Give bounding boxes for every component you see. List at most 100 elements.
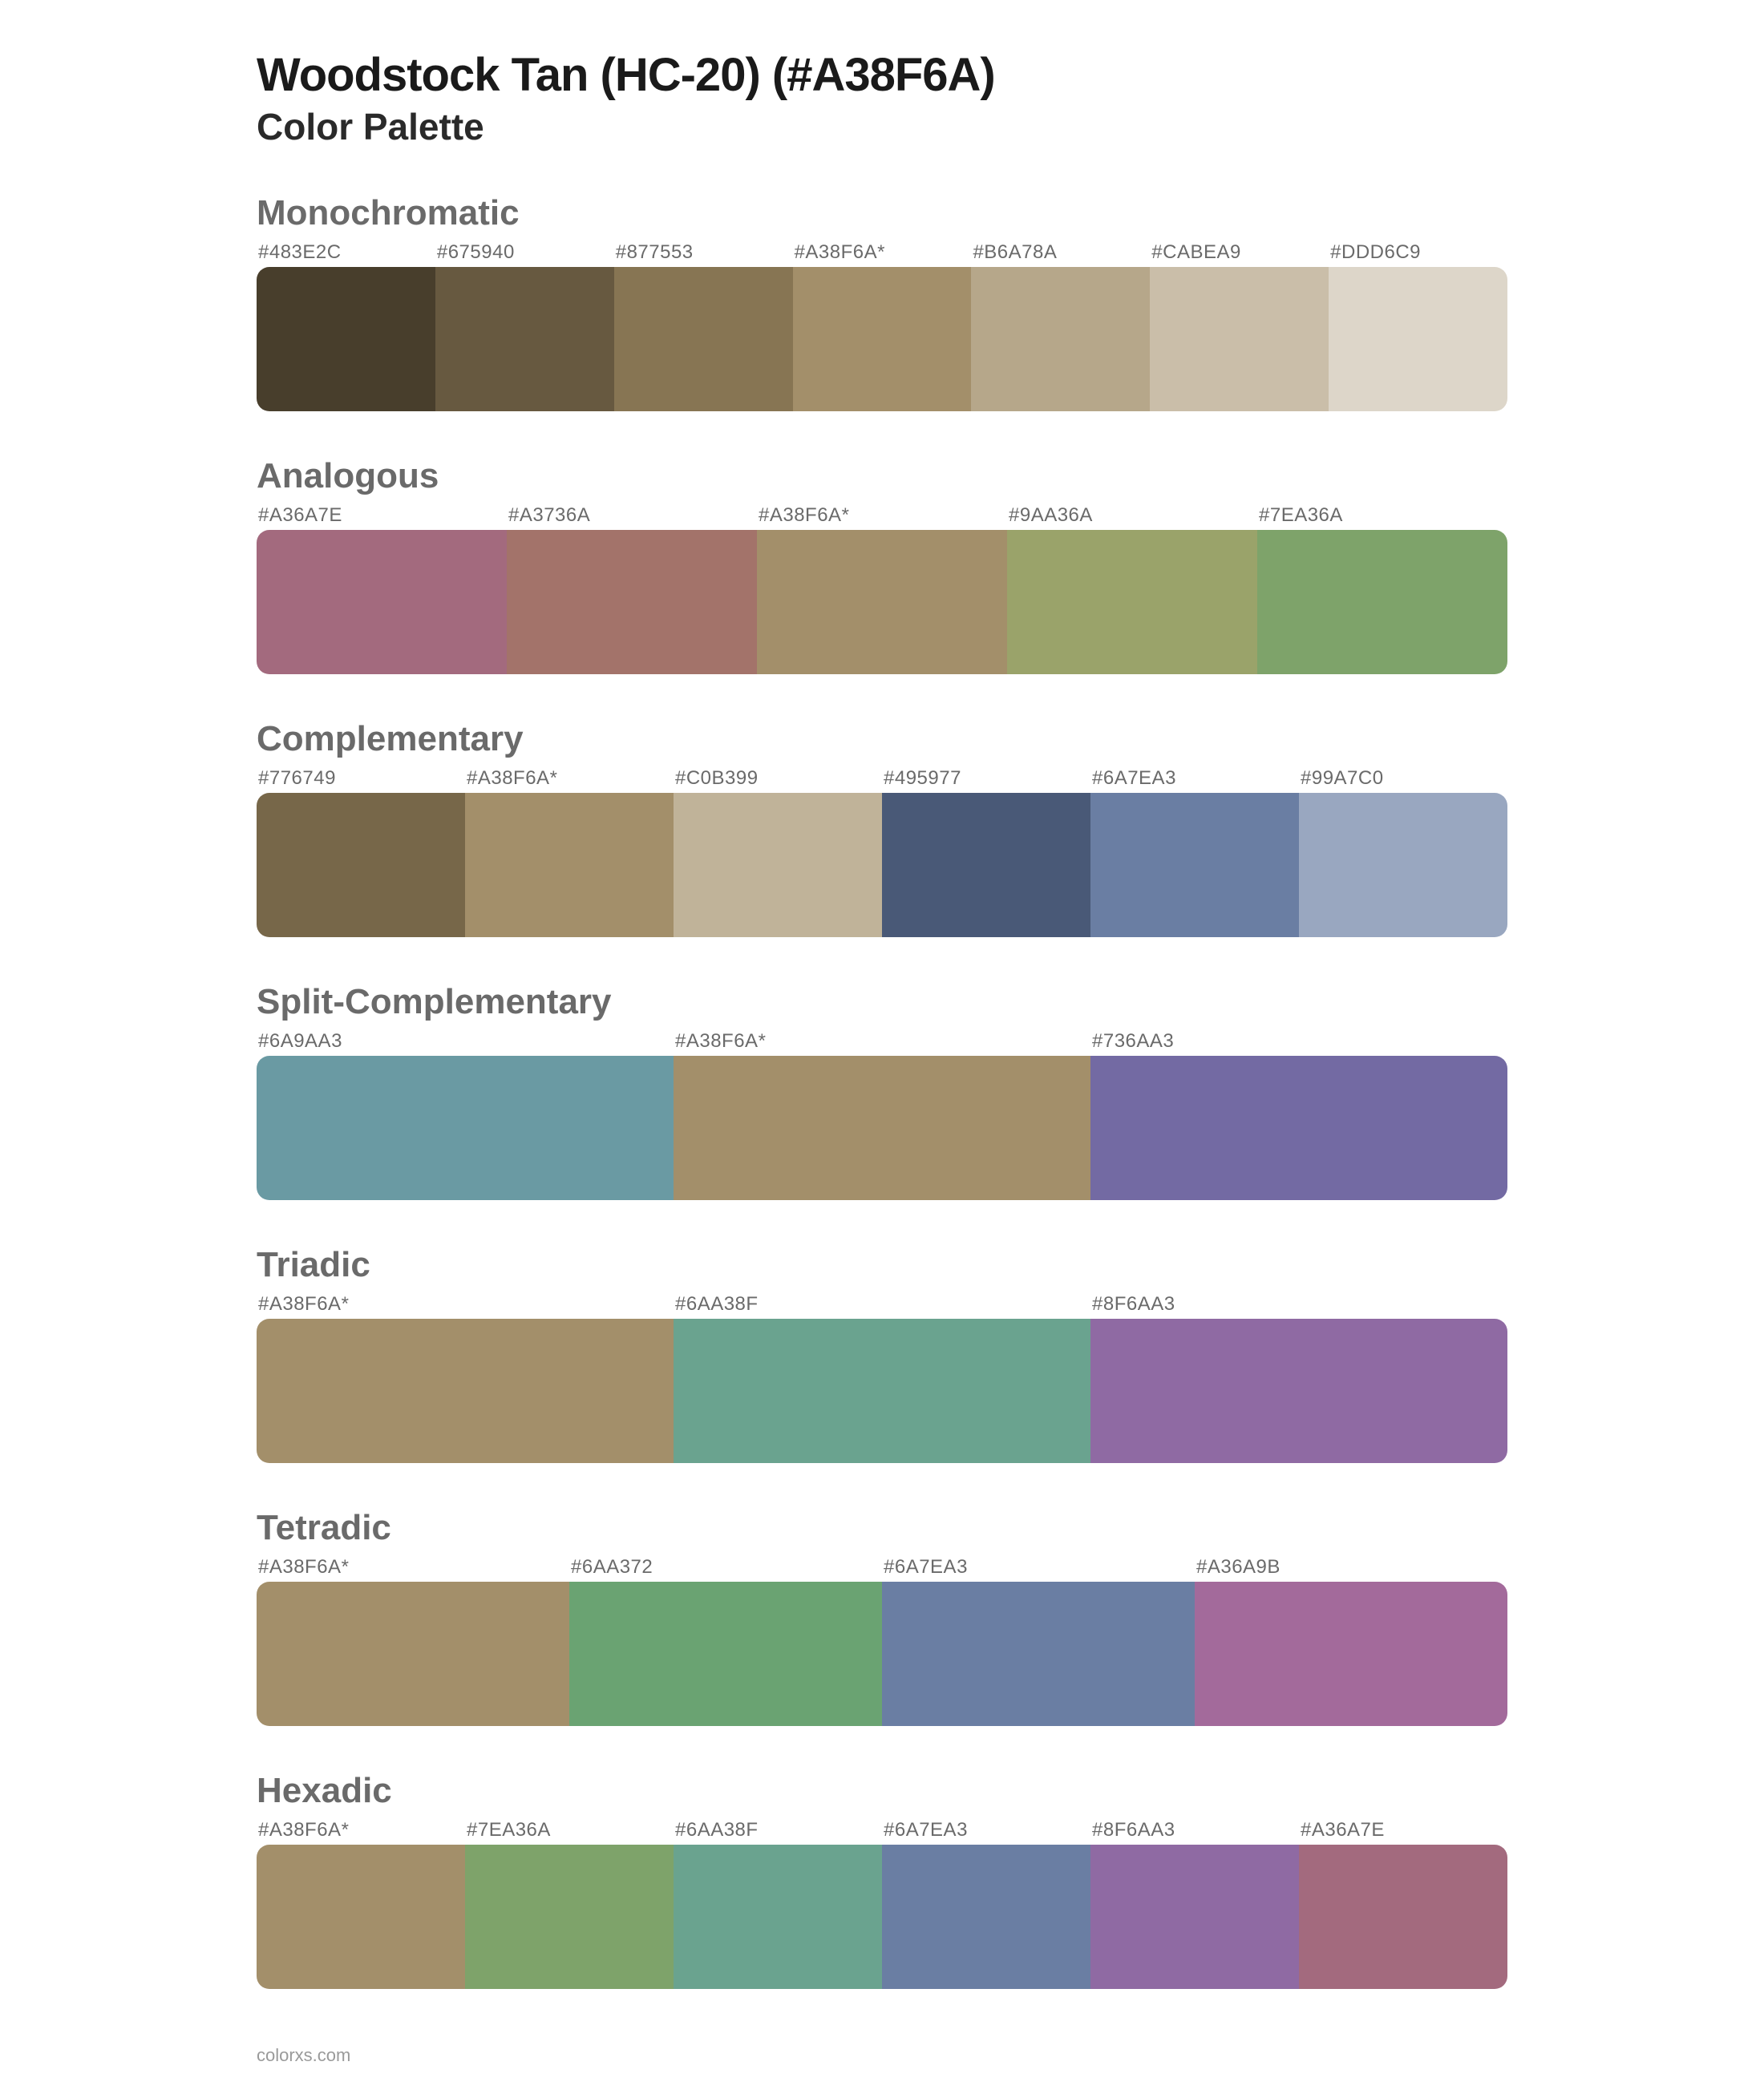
swatch-label: #6AA38F (674, 1819, 882, 1845)
swatch-labels-row: #A38F6A*#7EA36A#6AA38F#6A7EA3#8F6AA3#A36… (257, 1819, 1507, 1845)
palette-section: Analogous #A36A7E#A3736A#A38F6A*#9AA36A#7… (257, 456, 1507, 674)
color-swatch (882, 1845, 1090, 1989)
color-swatch (465, 793, 674, 937)
palette-section: Monochromatic #483E2C#675940#877553#A38F6… (257, 193, 1507, 411)
color-swatch (674, 1845, 882, 1989)
swatch-row (257, 1582, 1507, 1726)
swatch-row (257, 1056, 1507, 1200)
swatch-row (257, 793, 1507, 937)
swatch-labels-row: #6A9AA3#A38F6A*#736AA3 (257, 1030, 1507, 1056)
section-title: Hexadic (257, 1771, 1507, 1811)
swatch-labels-row: #776749#A38F6A*#C0B399#495977#6A7EA3#99A… (257, 767, 1507, 793)
section-title: Triadic (257, 1245, 1507, 1285)
color-swatch (257, 267, 435, 411)
swatch-label: #A38F6A* (257, 1293, 674, 1319)
color-swatch (257, 1056, 674, 1200)
swatch-label: #9AA36A (1007, 504, 1257, 530)
section-title: Split-Complementary (257, 982, 1507, 1022)
swatch-label: #776749 (257, 767, 465, 793)
color-swatch (1090, 1845, 1299, 1989)
swatch-label: #A38F6A* (465, 767, 674, 793)
swatch-row (257, 1845, 1507, 1989)
palette-section: Triadic #A38F6A*#6AA38F#8F6AA3 (257, 1245, 1507, 1463)
swatch-label: #483E2C (257, 241, 435, 267)
swatch-labels-row: #A38F6A*#6AA372#6A7EA3#A36A9B (257, 1556, 1507, 1582)
color-swatch (793, 267, 972, 411)
color-swatch (674, 1056, 1090, 1200)
swatch-label: #CABEA9 (1150, 241, 1329, 267)
color-swatch (674, 793, 882, 937)
swatch-label: #8F6AA3 (1090, 1819, 1299, 1845)
swatch-row (257, 267, 1507, 411)
swatch-label: #6A7EA3 (882, 1819, 1090, 1845)
color-swatch (257, 1845, 465, 1989)
swatch-label: #6AA372 (569, 1556, 882, 1582)
swatch-label: #A36A7E (1299, 1819, 1507, 1845)
palette-section: Hexadic #A38F6A*#7EA36A#6AA38F#6A7EA3#8F6… (257, 1771, 1507, 1989)
color-swatch (614, 267, 793, 411)
color-swatch (1150, 267, 1329, 411)
color-swatch (674, 1319, 1090, 1463)
swatch-label: #736AA3 (1090, 1030, 1507, 1056)
color-swatch (1329, 267, 1507, 411)
swatch-label: #877553 (614, 241, 793, 267)
swatch-labels-row: #483E2C#675940#877553#A38F6A*#B6A78A#CAB… (257, 241, 1507, 267)
color-swatch (882, 1582, 1195, 1726)
palette-sections: Monochromatic#483E2C#675940#877553#A38F6… (257, 193, 1507, 1989)
swatch-row (257, 1319, 1507, 1463)
color-swatch (435, 267, 614, 411)
section-title: Tetradic (257, 1508, 1507, 1548)
section-title: Complementary (257, 719, 1507, 759)
color-swatch (971, 267, 1150, 411)
color-swatch (257, 1319, 674, 1463)
color-swatch (1007, 530, 1257, 674)
swatch-label: #C0B399 (674, 767, 882, 793)
page-subtitle: Color Palette (257, 105, 1507, 148)
section-title: Analogous (257, 456, 1507, 496)
swatch-labels-row: #A38F6A*#6AA38F#8F6AA3 (257, 1293, 1507, 1319)
swatch-label: #6A9AA3 (257, 1030, 674, 1056)
swatch-labels-row: #A36A7E#A3736A#A38F6A*#9AA36A#7EA36A (257, 504, 1507, 530)
color-swatch (1299, 793, 1507, 937)
color-swatch (882, 793, 1090, 937)
swatch-label: #A3736A (507, 504, 757, 530)
swatch-label: #99A7C0 (1299, 767, 1507, 793)
swatch-label: #6A7EA3 (882, 1556, 1195, 1582)
swatch-label: #675940 (435, 241, 614, 267)
color-swatch (257, 1582, 569, 1726)
color-swatch (1299, 1845, 1507, 1989)
color-swatch (1090, 1319, 1507, 1463)
swatch-label: #A38F6A* (793, 241, 972, 267)
swatch-label: #B6A78A (971, 241, 1150, 267)
swatch-label: #8F6AA3 (1090, 1293, 1507, 1319)
swatch-label: #DDD6C9 (1329, 241, 1507, 267)
swatch-label: #6AA38F (674, 1293, 1090, 1319)
swatch-label: #A38F6A* (674, 1030, 1090, 1056)
palette-section: Split-Complementary #6A9AA3#A38F6A*#736AA… (257, 982, 1507, 1200)
color-swatch (257, 793, 465, 937)
swatch-label: #495977 (882, 767, 1090, 793)
swatch-label: #A36A9B (1195, 1556, 1507, 1582)
color-swatch (507, 530, 757, 674)
color-swatch (569, 1582, 882, 1726)
section-title: Monochromatic (257, 193, 1507, 233)
color-swatch (757, 530, 1007, 674)
palette-section: Complementary #776749#A38F6A*#C0B399#4959… (257, 719, 1507, 937)
swatch-label: #6A7EA3 (1090, 767, 1299, 793)
color-swatch (257, 530, 507, 674)
palette-section: Tetradic #A38F6A*#6AA372#6A7EA3#A36A9B (257, 1508, 1507, 1726)
swatch-label: #A36A7E (257, 504, 507, 530)
swatch-label: #7EA36A (1257, 504, 1507, 530)
swatch-label: #A38F6A* (257, 1819, 465, 1845)
page-title: Woodstock Tan (HC-20) (#A38F6A) (257, 48, 1507, 102)
color-swatch (1257, 530, 1507, 674)
color-swatch (1090, 793, 1299, 937)
color-swatch (1195, 1582, 1507, 1726)
swatch-label: #A38F6A* (257, 1556, 569, 1582)
color-swatch (1090, 1056, 1507, 1200)
swatch-label: #7EA36A (465, 1819, 674, 1845)
attribution: colorxs.com (257, 2045, 1507, 2066)
swatch-row (257, 530, 1507, 674)
swatch-label: #A38F6A* (757, 504, 1007, 530)
color-swatch (465, 1845, 674, 1989)
